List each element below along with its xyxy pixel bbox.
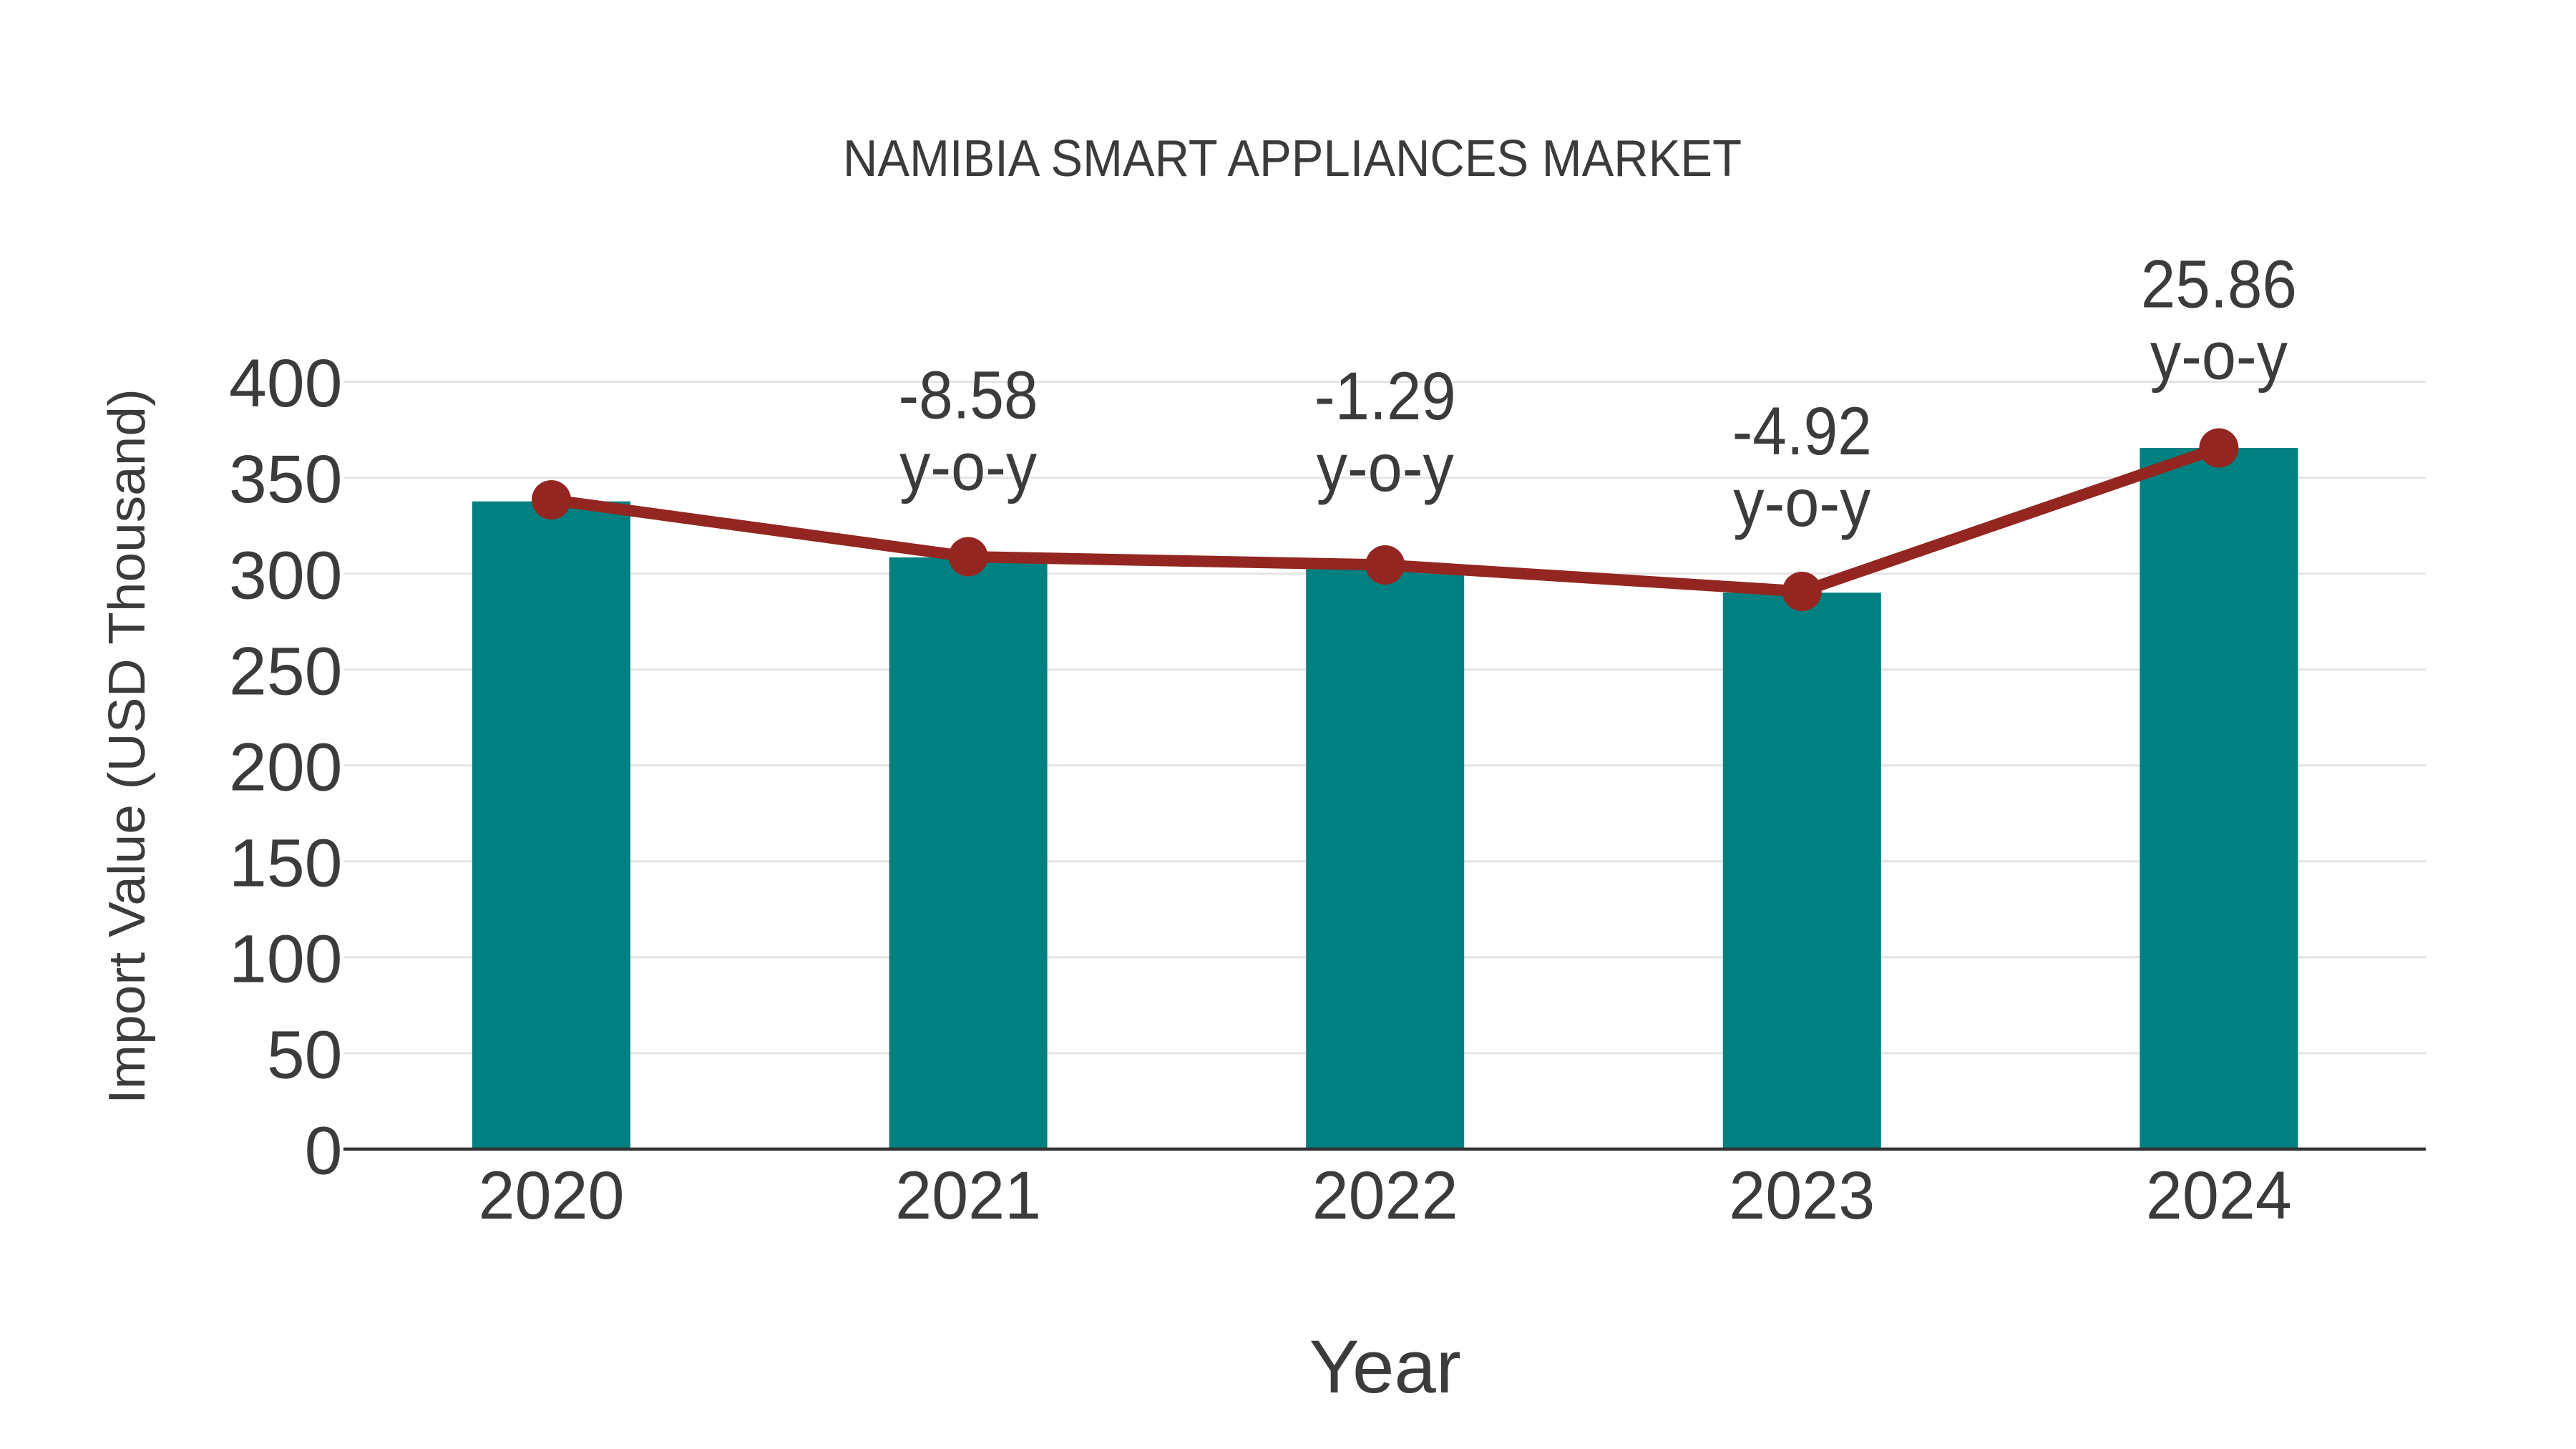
svg-text:350: 350 <box>229 441 343 517</box>
svg-text:NAMIBIA SMART APPLIANCES MARKE: NAMIBIA SMART APPLIANCES MARKET <box>843 130 1742 187</box>
svg-text:y-o-y: y-o-y <box>899 429 1037 504</box>
svg-text:y-o-y: y-o-y <box>1733 465 1870 541</box>
svg-text:Year: Year <box>1309 1325 1461 1409</box>
svg-text:-8.58: -8.58 <box>899 357 1038 433</box>
svg-text:-4.92: -4.92 <box>1732 394 1872 469</box>
svg-text:400: 400 <box>229 346 343 421</box>
svg-text:50: 50 <box>267 1018 343 1093</box>
svg-text:300: 300 <box>229 537 343 613</box>
svg-text:100: 100 <box>229 921 343 997</box>
svg-text:0: 0 <box>305 1113 343 1189</box>
svg-text:2021: 2021 <box>895 1158 1041 1234</box>
svg-text:25.86: 25.86 <box>2141 247 2297 323</box>
svg-text:-1.29: -1.29 <box>1314 358 1456 434</box>
svg-text:2022: 2022 <box>1312 1158 1458 1234</box>
svg-text:y-o-y: y-o-y <box>2150 318 2288 394</box>
svg-text:Import Value (USD Thousand): Import Value (USD Thousand) <box>99 389 156 1104</box>
svg-text:2020: 2020 <box>479 1158 625 1234</box>
svg-text:250: 250 <box>229 633 343 709</box>
svg-text:2023: 2023 <box>1729 1158 1875 1234</box>
svg-text:y-o-y: y-o-y <box>1317 430 1454 506</box>
svg-text:150: 150 <box>229 825 343 901</box>
svg-text:2024: 2024 <box>2146 1158 2292 1234</box>
svg-text:200: 200 <box>229 729 343 805</box>
